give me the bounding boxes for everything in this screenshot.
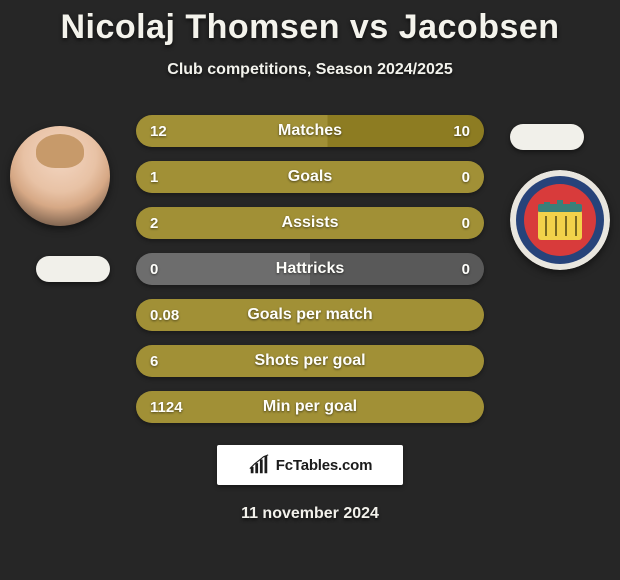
- stat-left-value: 1: [150, 169, 190, 186]
- brand-badge[interactable]: FcTables.com: [217, 445, 403, 485]
- stat-left-value: 0.08: [150, 307, 190, 324]
- player-right-badge: [510, 170, 610, 270]
- stat-left-value: 2: [150, 215, 190, 232]
- stat-label: Goals: [288, 168, 332, 186]
- subtitle: Club competitions, Season 2024/2025: [0, 61, 620, 79]
- stat-label: Goals per match: [247, 306, 372, 324]
- stat-label: Assists: [282, 214, 339, 232]
- stat-left-value: 0: [150, 261, 190, 278]
- stat-right-value: 0: [430, 215, 470, 232]
- stat-row: 0.08 Goals per match: [136, 299, 484, 331]
- player-right-flag: [510, 124, 584, 150]
- stat-left-value: 1124: [150, 399, 190, 416]
- stat-row: 2 Assists 0: [136, 207, 484, 239]
- brand-text: FcTables.com: [276, 457, 373, 474]
- chart-icon: [248, 454, 270, 476]
- stat-left-value: 12: [150, 123, 190, 140]
- page-title: Nicolaj Thomsen vs Jacobsen: [0, 8, 620, 47]
- stat-row: 0 Hattricks 0: [136, 253, 484, 285]
- stat-row: 6 Shots per goal: [136, 345, 484, 377]
- stat-left-value: 6: [150, 353, 190, 370]
- stat-row: 12 Matches 10: [136, 115, 484, 147]
- stat-row: 1124 Min per goal: [136, 391, 484, 423]
- date-label: 11 november 2024: [0, 505, 620, 523]
- stat-right-value: 10: [430, 123, 470, 140]
- stat-label: Shots per goal: [254, 352, 365, 370]
- stat-label: Matches: [278, 122, 342, 140]
- stat-label: Min per goal: [263, 398, 357, 416]
- stat-label: Hattricks: [276, 260, 344, 278]
- player-left-flag: [36, 256, 110, 282]
- stat-right-value: 0: [430, 261, 470, 278]
- player-left-avatar: [10, 126, 110, 226]
- stat-right-value: 0: [430, 169, 470, 186]
- stat-row: 1 Goals 0: [136, 161, 484, 193]
